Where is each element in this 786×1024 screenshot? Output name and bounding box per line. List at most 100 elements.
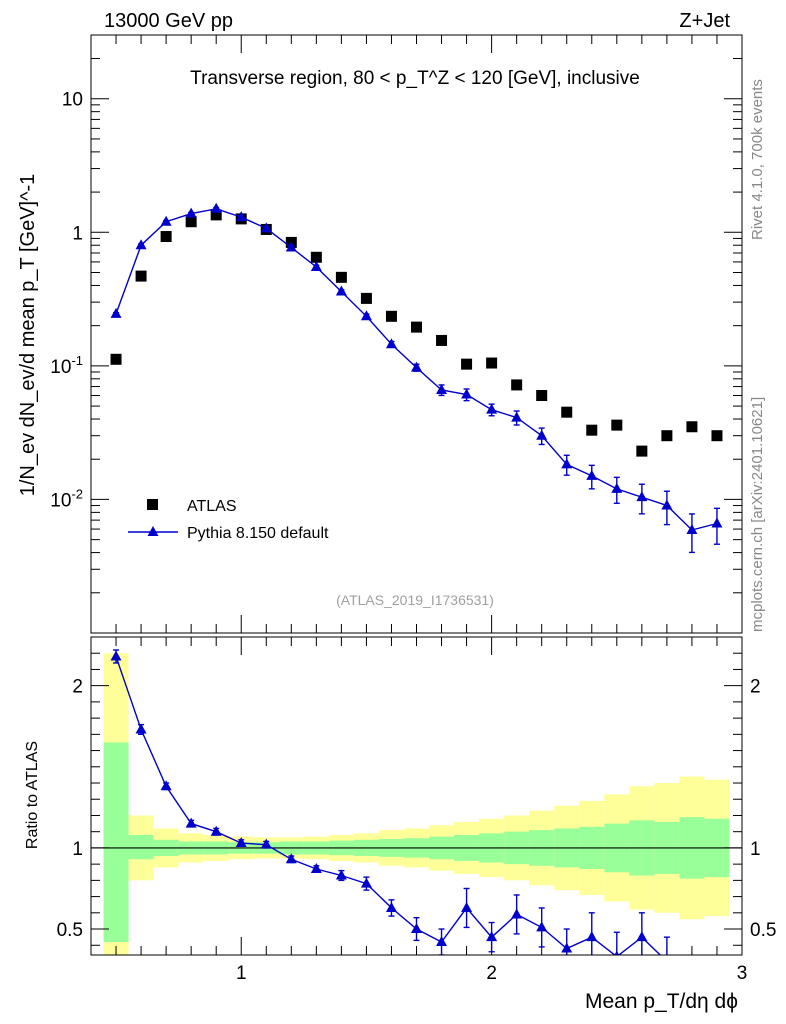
ratio-marker bbox=[110, 650, 122, 661]
green-band-bin bbox=[103, 742, 129, 943]
y-tick-exponent: -2 bbox=[71, 486, 83, 501]
y-tick-label: 10-1 bbox=[50, 353, 83, 378]
ratio-marker bbox=[561, 942, 573, 953]
atlas-marker bbox=[536, 389, 548, 401]
ratio-marker bbox=[461, 901, 473, 912]
x-tick-label: 1 bbox=[236, 963, 247, 984]
atlas-marker bbox=[711, 430, 723, 442]
atlas-marker bbox=[686, 421, 698, 433]
main-panel: 10-2 10-1 1 10 Transverse region, 80 < p_T^… bbox=[17, 34, 743, 634]
main-plot-frame bbox=[90, 34, 743, 634]
atlas-marker bbox=[210, 209, 222, 221]
pythia-marker bbox=[260, 222, 272, 233]
atlas-marker bbox=[436, 334, 448, 346]
ratio-marker bbox=[335, 869, 347, 880]
atlas-marker bbox=[310, 251, 322, 263]
main-axis-ticks bbox=[90, 34, 743, 634]
legend-atlas-label: ATLAS bbox=[187, 498, 237, 515]
atlas-marker bbox=[561, 406, 573, 418]
pythia-marker bbox=[411, 361, 422, 372]
y-tick-exponent: -1 bbox=[71, 353, 83, 368]
main-y-axis-label: 1/N_ev dN_ev/d mean p_T [GeV]^-1 bbox=[17, 174, 39, 497]
rivet-version-label: Rivet 4.1.0, 700k events bbox=[749, 79, 766, 240]
x-tick-label: 3 bbox=[737, 963, 748, 984]
pythia-marker bbox=[636, 491, 648, 502]
atlas-marker bbox=[360, 292, 372, 304]
atlas-marker bbox=[461, 358, 473, 370]
legend: ATLAS Pythia 8.150 default bbox=[128, 498, 329, 542]
atlas-marker bbox=[586, 424, 598, 436]
ratio-y-tick-label: 1 bbox=[72, 839, 83, 860]
ratio-marker bbox=[686, 977, 697, 987]
pythia-marker bbox=[210, 202, 222, 213]
y-tick-label: 1 bbox=[72, 223, 83, 244]
atlas-marker bbox=[636, 445, 648, 457]
ratio-marker bbox=[636, 931, 648, 942]
ratio-marker bbox=[486, 931, 498, 942]
pythia-marker bbox=[335, 285, 347, 296]
atlas-marker bbox=[486, 357, 498, 369]
ratio-marker bbox=[160, 780, 172, 791]
x-axis-label: Mean p_T/dη dϕ bbox=[585, 990, 738, 1013]
ratio-marker bbox=[210, 825, 222, 836]
pythia-marker bbox=[135, 239, 147, 250]
pythia-marker bbox=[511, 411, 523, 422]
atlas-marker bbox=[135, 270, 147, 282]
ratio-y-tick-label: 0.5 bbox=[57, 920, 83, 941]
ratio-marker bbox=[661, 955, 672, 965]
ratio-y-tick-label-right: 1 bbox=[750, 839, 761, 860]
green-band-bin bbox=[128, 834, 154, 860]
ratio-marker bbox=[260, 838, 272, 849]
pythia-marker bbox=[561, 458, 573, 469]
ratio-plot-frame bbox=[90, 636, 743, 956]
atlas-marker bbox=[160, 231, 172, 243]
ratio-marker bbox=[511, 908, 523, 919]
pythia-marker bbox=[536, 429, 548, 440]
atlas-marker bbox=[511, 379, 523, 391]
ratio-data-points bbox=[110, 649, 697, 987]
ratio-marker bbox=[185, 817, 197, 828]
pythia-marker bbox=[461, 388, 473, 399]
pythia-marker bbox=[486, 403, 498, 414]
mcplots-label: mcplots.cern.ch [arXiv:2401.10621] bbox=[749, 397, 766, 632]
pythia-marker bbox=[360, 310, 372, 321]
main-data-points bbox=[110, 202, 723, 554]
pythia-marker bbox=[586, 469, 598, 480]
ratio-marker bbox=[536, 921, 548, 932]
legend-pythia-label: Pythia 8.150 default bbox=[187, 525, 329, 542]
pythia-marker bbox=[661, 499, 673, 510]
ratio-panel: 0.5 0.5 1 1 2 2 1 2 3 Ratio to ATLAS Mean p_T/dη… bbox=[24, 636, 776, 1013]
header-right-label: Z+Jet bbox=[679, 10, 730, 32]
ratio-y-tick-label: 2 bbox=[72, 677, 83, 698]
watermark-label: (ATLAS_2019_I1736531) bbox=[336, 592, 494, 608]
atlas-marker bbox=[185, 216, 197, 228]
pythia-marker bbox=[160, 215, 172, 226]
ratio-marker bbox=[135, 723, 147, 734]
y-tick-label: 10 bbox=[62, 90, 83, 111]
ratio-marker bbox=[436, 936, 448, 947]
pythia-marker bbox=[310, 260, 322, 271]
ratio-marker bbox=[411, 923, 422, 934]
ratio-marker bbox=[235, 837, 247, 848]
pythia-marker bbox=[235, 211, 247, 222]
legend-atlas-marker bbox=[147, 499, 158, 510]
pythia-marker bbox=[385, 338, 397, 349]
header-left-label: 13000 GeV pp bbox=[104, 10, 233, 32]
ratio-marker bbox=[614, 950, 620, 955]
pythia-marker bbox=[285, 241, 297, 252]
pythia-marker bbox=[185, 207, 197, 218]
pythia-marker bbox=[110, 307, 122, 318]
main-title: Transverse region, 80 < p_T^Z < 120 [GeV… bbox=[190, 68, 640, 89]
atlas-marker bbox=[411, 321, 422, 333]
ratio-y-tick-label-right: 0.5 bbox=[750, 920, 776, 941]
ratio-y-axis-label: Ratio to ATLAS bbox=[24, 741, 41, 849]
x-tick-label: 2 bbox=[486, 963, 497, 984]
ratio-marker bbox=[285, 853, 297, 864]
atlas-marker bbox=[110, 353, 122, 365]
ratio-marker bbox=[586, 931, 598, 942]
ratio-uncertainty-bands bbox=[103, 653, 730, 955]
ratio-marker bbox=[385, 901, 397, 912]
atlas-marker bbox=[661, 430, 673, 442]
pythia-marker bbox=[436, 383, 448, 394]
